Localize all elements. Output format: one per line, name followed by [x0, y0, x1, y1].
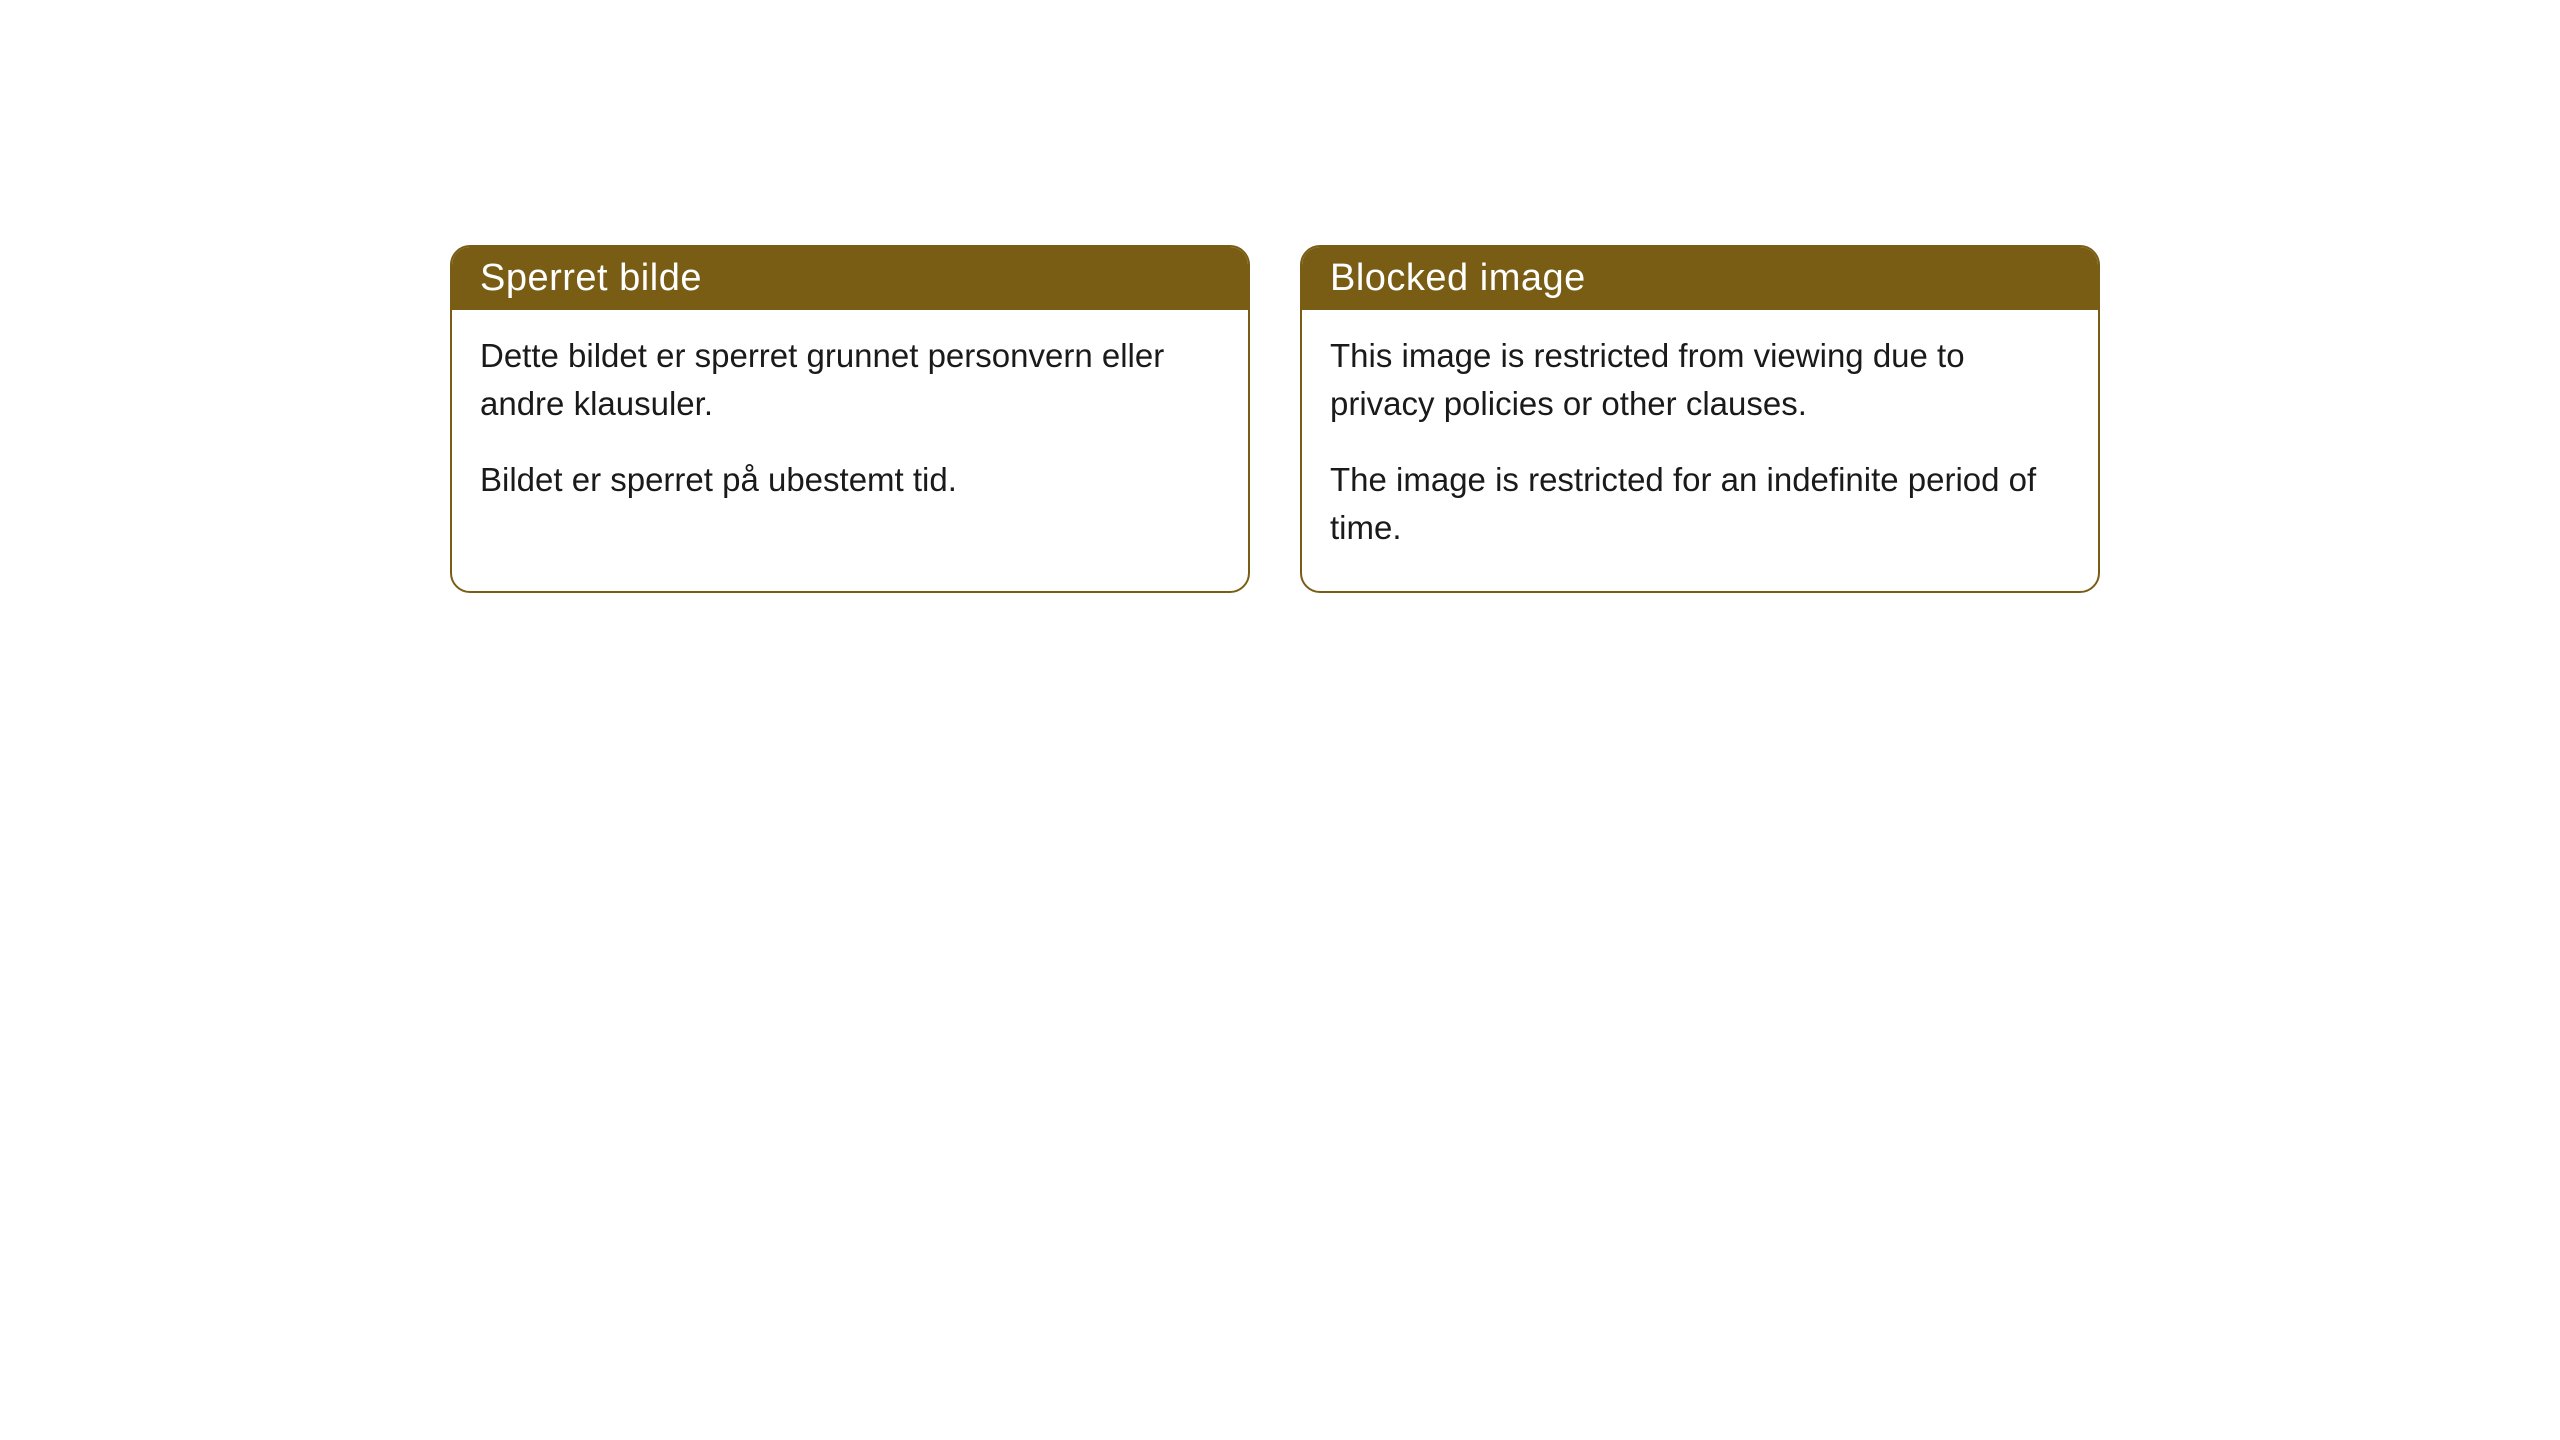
card-paragraph: The image is restricted for an indefinit… — [1330, 456, 2070, 552]
card-header-english: Blocked image — [1302, 247, 2098, 310]
card-body-english: This image is restricted from viewing du… — [1302, 310, 2098, 591]
card-paragraph: Dette bildet er sperret grunnet personve… — [480, 332, 1220, 428]
card-paragraph: This image is restricted from viewing du… — [1330, 332, 2070, 428]
card-body-norwegian: Dette bildet er sperret grunnet personve… — [452, 310, 1248, 544]
notice-cards-container: Sperret bilde Dette bildet er sperret gr… — [450, 245, 2100, 593]
notice-card-norwegian: Sperret bilde Dette bildet er sperret gr… — [450, 245, 1250, 593]
notice-card-english: Blocked image This image is restricted f… — [1300, 245, 2100, 593]
card-title: Blocked image — [1330, 257, 1586, 299]
card-header-norwegian: Sperret bilde — [452, 247, 1248, 310]
card-paragraph: Bildet er sperret på ubestemt tid. — [480, 456, 1220, 504]
card-title: Sperret bilde — [480, 257, 702, 299]
